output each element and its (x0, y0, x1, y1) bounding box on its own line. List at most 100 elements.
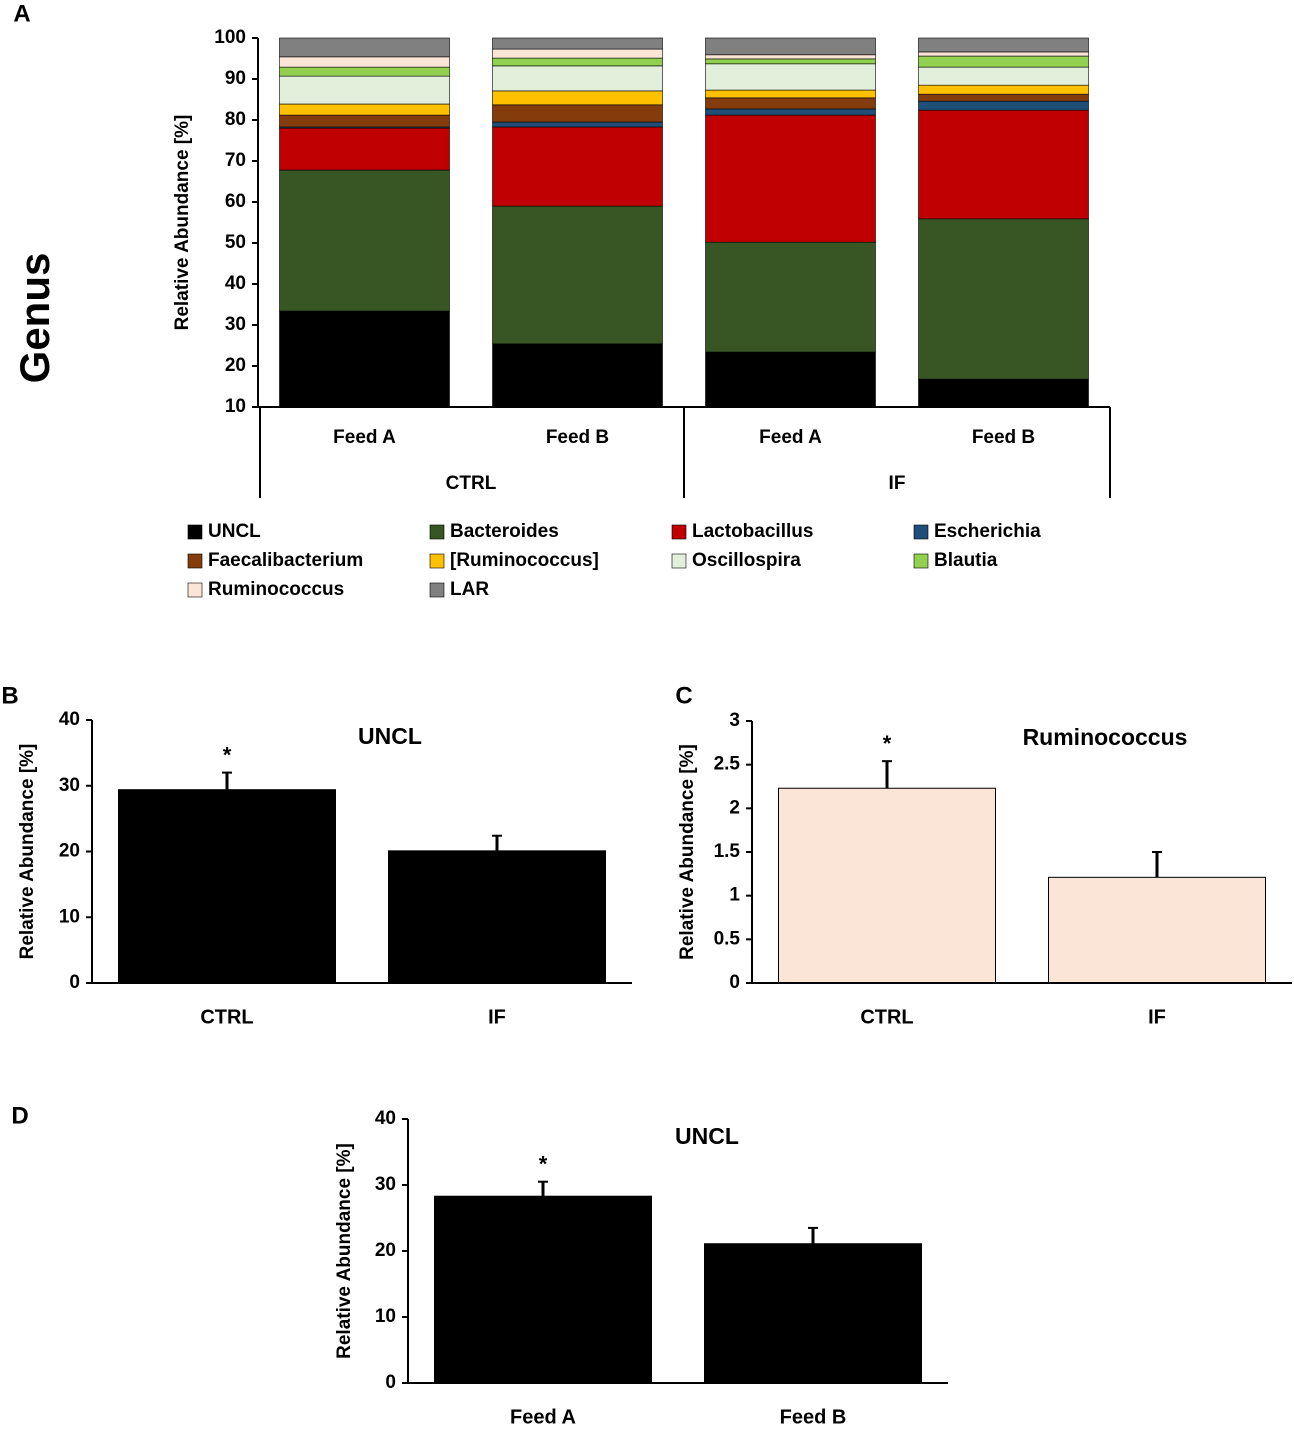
significance-marker: * (223, 742, 232, 767)
legend-label: Oscillospira (692, 550, 801, 571)
x-tick-label: IF (1148, 1006, 1166, 1028)
bar-segment (705, 108, 876, 116)
chart-title: Ruminococcus (1023, 724, 1188, 750)
bar-segment (705, 114, 876, 243)
bar-segment (492, 205, 663, 345)
y-tick-label: 30 (59, 775, 80, 796)
bar-segment (279, 75, 450, 105)
legend-label: Blautia (934, 550, 998, 571)
bar-segment (279, 169, 450, 312)
bar-segment (492, 104, 663, 123)
legend-swatch (429, 553, 445, 569)
x-tick-label: Feed B (972, 427, 1035, 448)
legend-label: LAR (450, 579, 489, 600)
y-tick-label: 2.5 (714, 754, 741, 775)
y-tick-label: 30 (225, 314, 246, 335)
bar-segment (492, 65, 663, 92)
legend-swatch (187, 582, 203, 598)
y-axis-label: Relative Abundance [%] (172, 115, 193, 331)
legend-label: Lactobacillus (692, 521, 813, 542)
y-tick-label: 1 (729, 885, 740, 906)
y-tick-label: 80 (225, 109, 246, 130)
bar-segment (279, 310, 450, 408)
legend-label: Bacteroides (450, 521, 559, 542)
y-tick-label: 20 (375, 1240, 396, 1261)
legend-label: Escherichia (934, 521, 1041, 542)
y-tick-label: 0 (385, 1372, 396, 1393)
bar-segment (918, 55, 1089, 68)
y-axis-label: Relative Abundance [%] (17, 744, 38, 960)
y-tick-label: 40 (59, 709, 80, 730)
legend-swatch (429, 582, 445, 598)
x-tick-label: CTRL (200, 1006, 253, 1028)
bar-segment (492, 57, 663, 67)
y-tick-label: 20 (59, 841, 80, 862)
y-tick-label: 40 (225, 273, 246, 294)
y-axis-label: Relative Abundance [%] (334, 1143, 355, 1359)
y-tick-label: 20 (225, 355, 246, 376)
bar-segment (918, 37, 1089, 53)
bar-segment (918, 51, 1089, 57)
bar (704, 1243, 922, 1384)
panel-label: A (13, 0, 30, 27)
bar-segment (705, 54, 876, 60)
bar-segment (705, 58, 876, 65)
legend-swatch (429, 524, 445, 540)
y-axis-label: Relative Abundance [%] (677, 744, 698, 960)
bar-segment (279, 127, 450, 171)
bar (1048, 876, 1266, 984)
legend-swatch (187, 553, 203, 569)
y-tick-label: 10 (225, 396, 246, 417)
y-tick-label: 0 (729, 972, 740, 993)
legend-swatch (671, 524, 687, 540)
x-tick-label: Feed A (759, 427, 822, 448)
x-tick-label: IF (488, 1006, 506, 1028)
legend-label: Faecalibacterium (208, 550, 363, 571)
significance-marker: * (539, 1152, 548, 1177)
bar-segment (918, 218, 1089, 380)
bar-segment (705, 37, 876, 56)
bar (434, 1195, 652, 1384)
panel-label: B (1, 682, 18, 709)
y-tick-label: 3 (729, 710, 740, 731)
bar-segment (705, 351, 876, 408)
bar-segment (492, 48, 663, 59)
y-tick-label: 0 (69, 972, 80, 993)
bar-segment (492, 343, 663, 408)
bar-segment (918, 84, 1089, 95)
legend-swatch (671, 553, 687, 569)
bar-segment (705, 241, 876, 353)
y-tick-label: 10 (59, 906, 80, 927)
bar-segment (918, 378, 1089, 408)
bar-segment (492, 121, 663, 128)
bar-segment (492, 90, 663, 106)
bar (118, 789, 336, 984)
panel-label: D (11, 1102, 28, 1129)
y-tick-label: 100 (214, 27, 246, 48)
group-label: CTRL (446, 473, 497, 494)
y-tick-label: 10 (375, 1306, 396, 1327)
legend-label: [Ruminococcus] (450, 550, 599, 571)
y-tick-label: 0.5 (714, 928, 741, 949)
bar-segment (705, 63, 876, 91)
y-tick-label: 40 (375, 1108, 396, 1129)
x-tick-label: Feed A (510, 1406, 576, 1428)
bar-segment (918, 66, 1089, 86)
bar-segment (918, 100, 1089, 111)
legend-swatch (913, 553, 929, 569)
significance-marker: * (883, 731, 892, 756)
side-label: Genus (11, 253, 58, 384)
legend-swatch (187, 524, 203, 540)
bar-segment (705, 89, 876, 99)
bar-segment (279, 114, 450, 128)
y-tick-label: 30 (375, 1174, 396, 1195)
y-tick-label: 90 (225, 68, 246, 89)
legend-label: Ruminococcus (208, 579, 344, 600)
y-tick-label: 1.5 (714, 841, 741, 862)
legend-swatch (913, 524, 929, 540)
bar-segment (492, 126, 663, 207)
y-tick-label: 50 (225, 232, 246, 253)
x-tick-label: Feed B (546, 427, 609, 448)
bar-segment (705, 97, 876, 110)
y-tick-label: 2 (729, 797, 740, 818)
